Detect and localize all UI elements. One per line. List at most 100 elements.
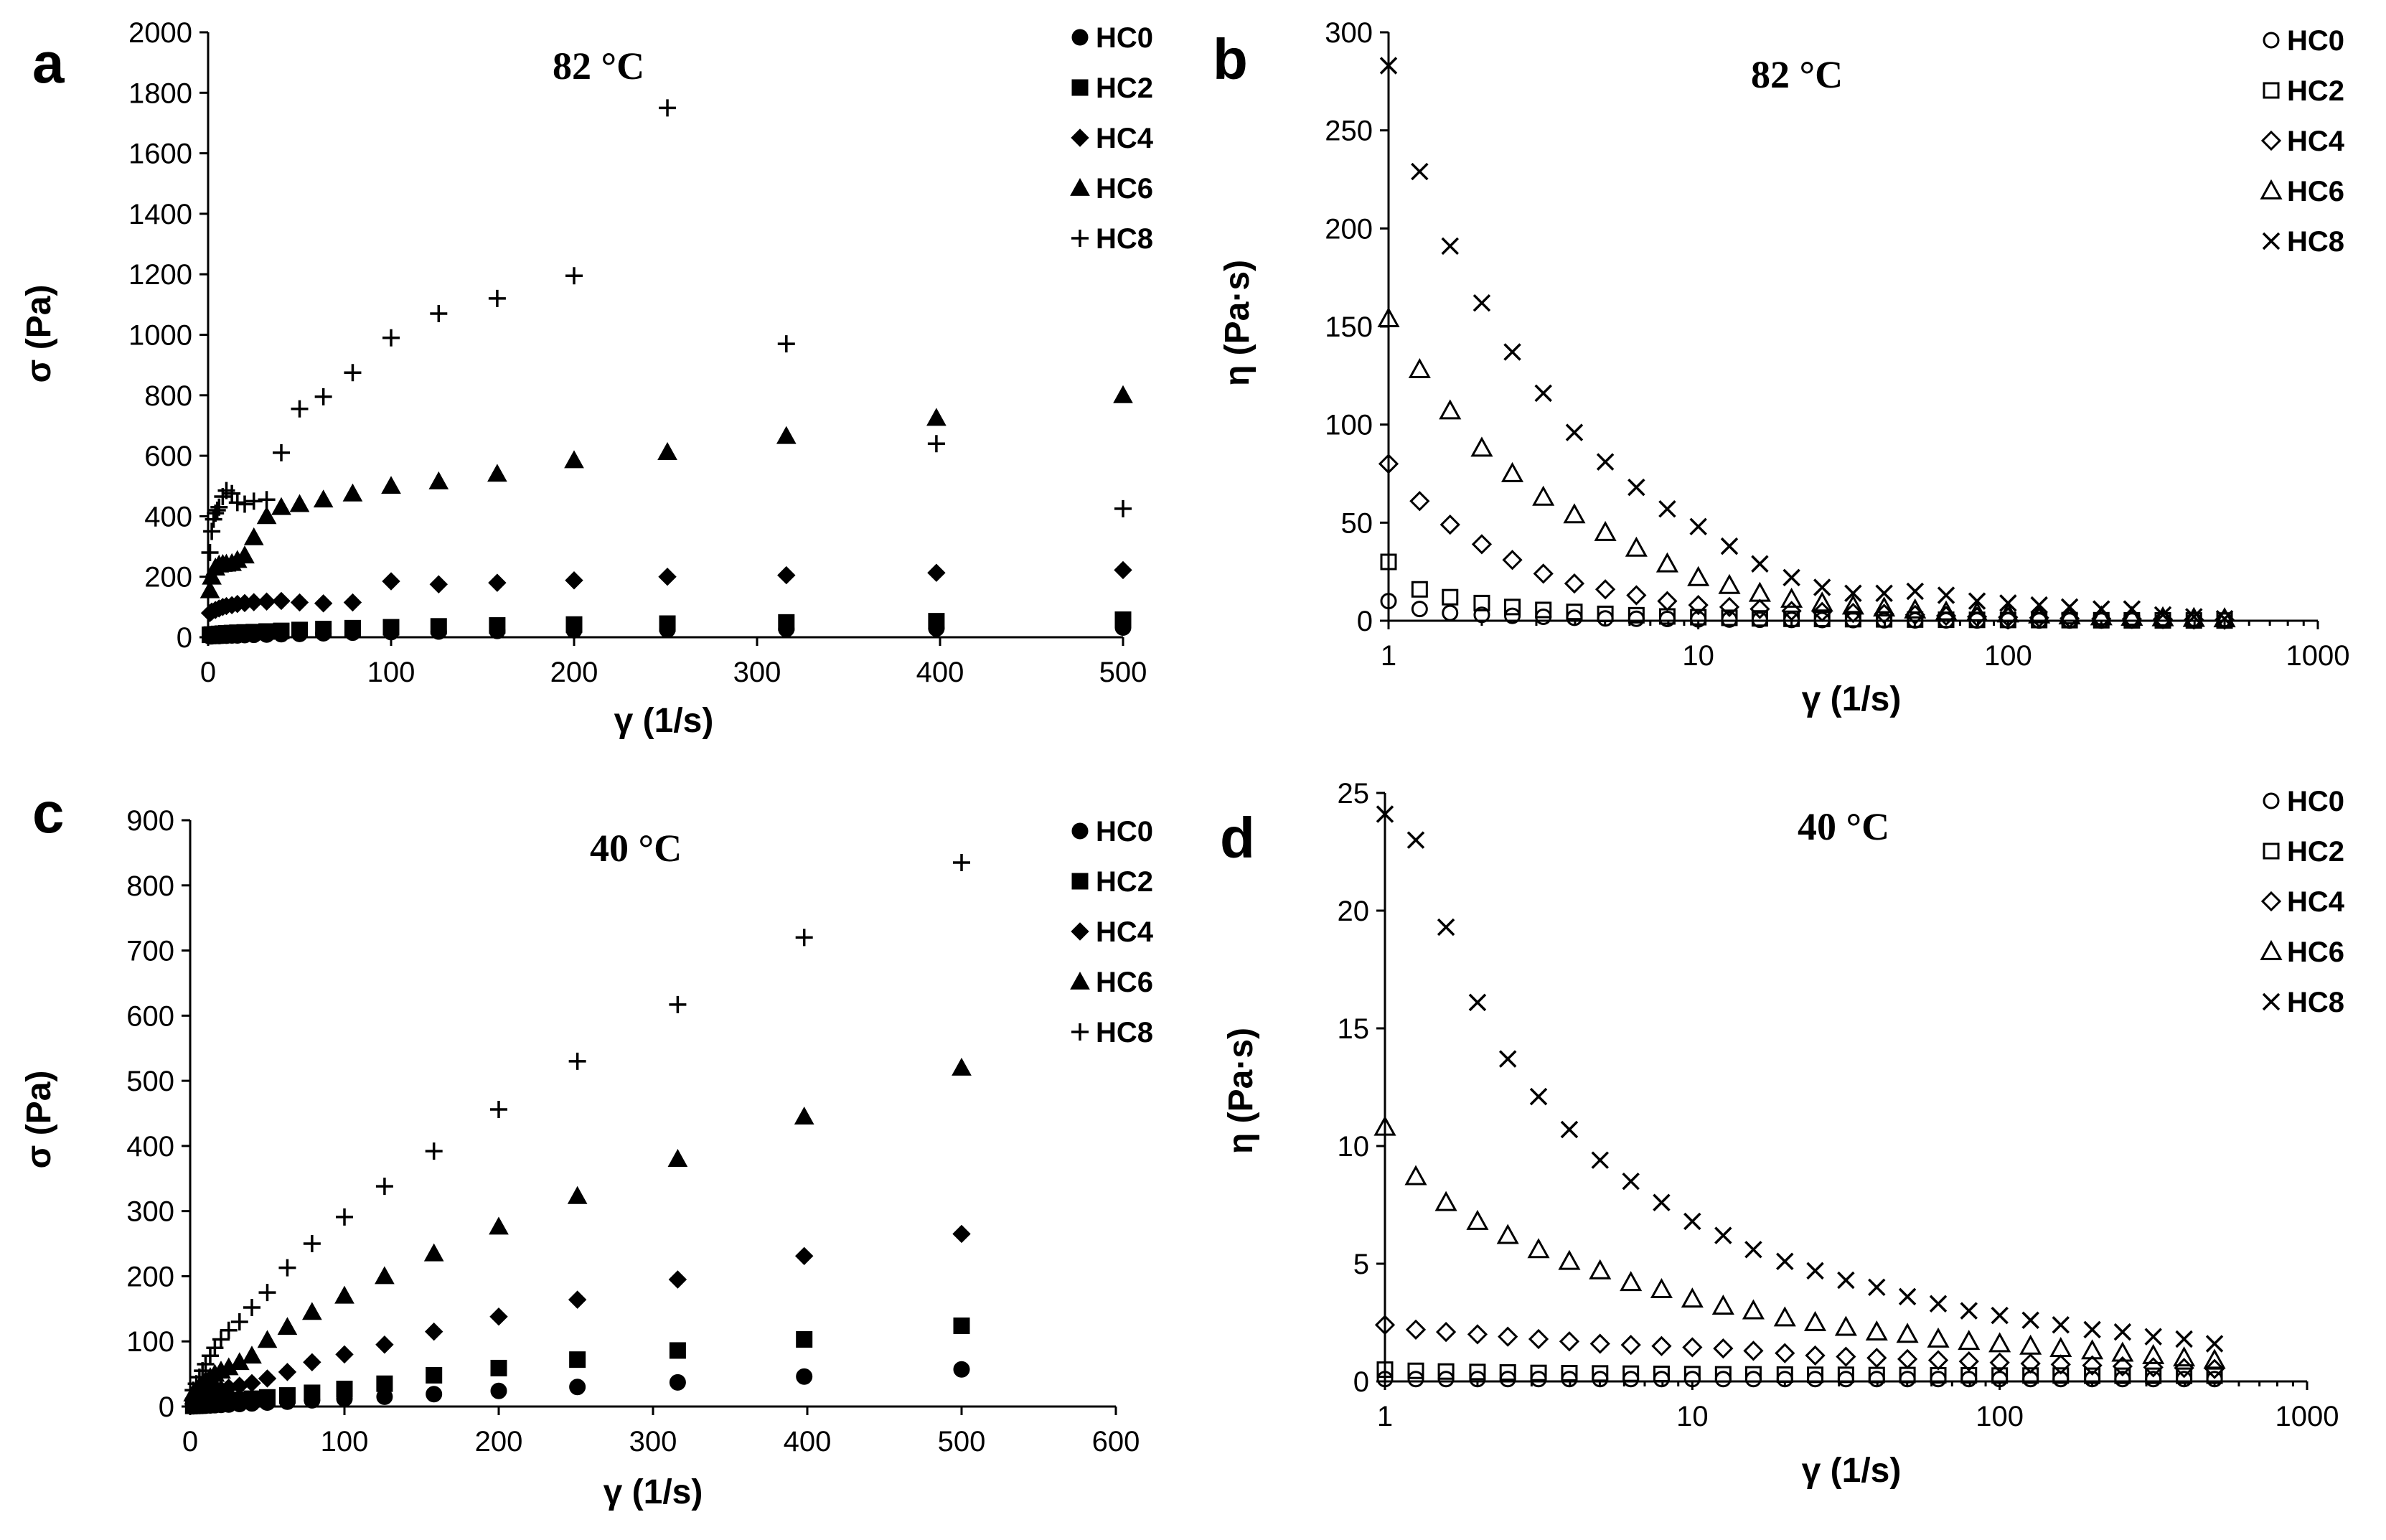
data-point-hc4 — [488, 573, 507, 592]
y-tick-label: 200 — [144, 562, 192, 593]
data-point-hc4 — [1836, 1346, 1856, 1367]
data-point-hc4 — [927, 563, 946, 582]
y-tick-label: 100 — [126, 1326, 174, 1358]
legend-label: HC4 — [1096, 123, 1154, 154]
data-point-hc4 — [343, 593, 362, 612]
data-point-hc4 — [1378, 454, 1399, 474]
data-point-hc8 — [488, 289, 506, 307]
data-point-hc8 — [1437, 918, 1455, 936]
x-tick-label: 0 — [182, 1426, 198, 1457]
data-point-hc8 — [2083, 1320, 2101, 1339]
data-point-hc8 — [2052, 1316, 2070, 1334]
data-point-hc2 — [2022, 1367, 2039, 1384]
data-point-hc4 — [1866, 1348, 1887, 1368]
data-point-hc4 — [424, 1322, 443, 1341]
data-point-hc8 — [777, 335, 795, 353]
data-point-hc4 — [1502, 550, 1523, 571]
x-tick-label: 500 — [938, 1426, 986, 1457]
data-point-hc4 — [1405, 1319, 1427, 1340]
data-point-hc0 — [953, 1361, 970, 1378]
data-point-hc4 — [658, 567, 677, 586]
data-point-hc8 — [1999, 594, 2017, 612]
data-point-hc6 — [1527, 1238, 1550, 1259]
y-axis-title: η (Pa·s) — [1218, 260, 1257, 386]
data-point-hc2 — [2176, 1367, 2193, 1384]
legend-label: HC6 — [1096, 967, 1153, 998]
data-point-hc6 — [794, 1107, 814, 1125]
chart-panel-c: 0 100 200 300 400 500 600 700 800 900 0 100 200 300 40… — [20, 781, 1154, 1511]
data-point-hc8 — [223, 484, 241, 502]
panel-letter: d — [1220, 806, 1255, 870]
data-point-hc8 — [1898, 1287, 1917, 1306]
data-point-hc8 — [314, 388, 332, 405]
data-point-hc8 — [228, 494, 246, 512]
data-point-hc2 — [1561, 1365, 1578, 1382]
data-point-hc6 — [1625, 536, 1648, 557]
legend-label: HC8 — [1096, 223, 1153, 255]
data-point-hc8 — [1379, 57, 1398, 75]
legend-marker-hc6 — [2260, 179, 2283, 199]
data-point-hc2 — [304, 1384, 321, 1402]
data-point-hc8 — [425, 1142, 443, 1160]
series-HC6 — [1377, 306, 2236, 628]
data-point-hc2 — [1683, 1366, 1701, 1383]
data-point-hc4 — [794, 1246, 814, 1266]
data-point-hc6 — [2028, 603, 2051, 624]
y-tick-label: 800 — [126, 870, 174, 902]
data-point-hc8 — [659, 99, 677, 117]
data-point-hc6 — [2081, 1339, 2104, 1360]
data-point-hc4 — [1594, 579, 1616, 600]
data-point-hc2 — [569, 1351, 586, 1368]
data-point-hc6 — [1742, 1299, 1765, 1320]
data-point-hc8 — [1837, 1271, 1855, 1290]
y-tick-label: 0 — [177, 622, 192, 654]
legend-marker-hc8 — [2262, 232, 2281, 250]
data-point-hc8 — [278, 1259, 296, 1277]
legend-label: HC6 — [2287, 176, 2344, 207]
legend-label: HC2 — [2287, 75, 2344, 107]
data-point-hc4 — [1626, 585, 1647, 606]
legend-label: HC6 — [1096, 173, 1153, 205]
data-point-hc6 — [1803, 1310, 1827, 1331]
data-point-hc8 — [1751, 555, 1769, 573]
data-point-hc8 — [201, 543, 219, 561]
data-point-hc4 — [1471, 534, 1493, 555]
data-point-hc6 — [2090, 605, 2113, 626]
data-point-hc2 — [1442, 588, 1459, 606]
y-tick-label: 400 — [144, 501, 192, 532]
data-point-hc0 — [1411, 601, 1428, 618]
data-point-hc6 — [1935, 600, 1958, 621]
data-point-hc4 — [1749, 598, 1770, 619]
series-HC8 — [201, 99, 1132, 561]
data-point-hc6 — [1681, 1287, 1704, 1308]
data-point-hc8 — [208, 501, 226, 519]
data-point-hc8 — [2113, 1323, 2132, 1341]
legend-marker-hc4 — [2260, 130, 2282, 151]
series-HC6 — [199, 385, 1133, 598]
data-point-hc8 — [1714, 1226, 1732, 1244]
data-point-hc2 — [376, 1375, 393, 1392]
data-point-hc8 — [795, 929, 813, 947]
data-point-hc6 — [2173, 1346, 2196, 1367]
x-tick-label: 100 — [1984, 640, 2032, 672]
data-point-hc8 — [1960, 1302, 1978, 1320]
series-HC2 — [202, 611, 1132, 644]
data-point-hc6 — [1904, 598, 1927, 619]
data-point-hc2 — [1960, 1366, 1978, 1384]
series-HC6 — [1373, 1115, 2226, 1369]
data-point-hc6 — [1650, 1277, 1673, 1298]
data-point-hc2 — [2084, 1367, 2101, 1384]
data-point-hc8 — [1376, 805, 1394, 823]
data-point-hc4 — [565, 571, 583, 590]
y-tick-label: 800 — [144, 380, 192, 412]
data-point-hc2 — [1380, 553, 1397, 571]
data-point-hc2 — [1844, 611, 1861, 628]
data-point-hc2 — [1376, 1361, 1394, 1379]
data-point-hc0 — [1380, 593, 1397, 610]
legend-marker-hc2 — [1071, 873, 1089, 890]
legend-label: HC0 — [1096, 816, 1153, 848]
data-point-hc0 — [426, 1386, 443, 1403]
data-point-hc2 — [1566, 604, 1583, 621]
data-point-hc2 — [382, 619, 400, 636]
legend-label: HC8 — [2287, 987, 2344, 1018]
